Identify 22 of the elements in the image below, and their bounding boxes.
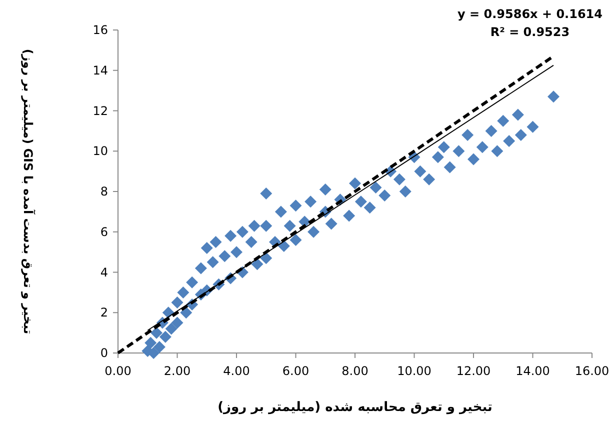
x-tick-label: 4.00: [223, 364, 250, 378]
x-tick-label: 0.00: [104, 364, 132, 378]
x-tick-label: 6.00: [282, 364, 310, 378]
y-tick-label: 14: [92, 63, 108, 78]
y-tick-label: 0: [100, 346, 108, 360]
x-tick-label: 14.00: [516, 364, 550, 378]
y-tick-label: 10: [92, 144, 108, 158]
y-axis-title: تبخیر و تعرق بدست آمده با GIS (میلیمتر بر روز): [21, 48, 36, 334]
annotation: R² = 0.9523: [490, 25, 570, 39]
x-tick-label: 8.00: [342, 364, 368, 378]
x-tick-label: 12.00: [456, 364, 491, 378]
x-tick-label: 16.00: [574, 364, 610, 378]
y-tick-label: 6: [100, 224, 108, 239]
y-tick-label: 8: [100, 184, 108, 198]
y-tick-label: 12: [92, 104, 108, 118]
x-tick-label: 10.00: [397, 364, 432, 378]
y-tick-label: 4: [100, 265, 108, 280]
text: y = 0.9586x + 0.1614: [458, 7, 602, 21]
x-tick-label: 2.00: [164, 364, 191, 378]
y-tick-label: 16: [92, 23, 108, 37]
y-tick-label: 2: [100, 306, 108, 320]
x-axis-title: تبخیر و تعرق محاسبه شده (میلیمتر بر روز): [218, 400, 492, 415]
